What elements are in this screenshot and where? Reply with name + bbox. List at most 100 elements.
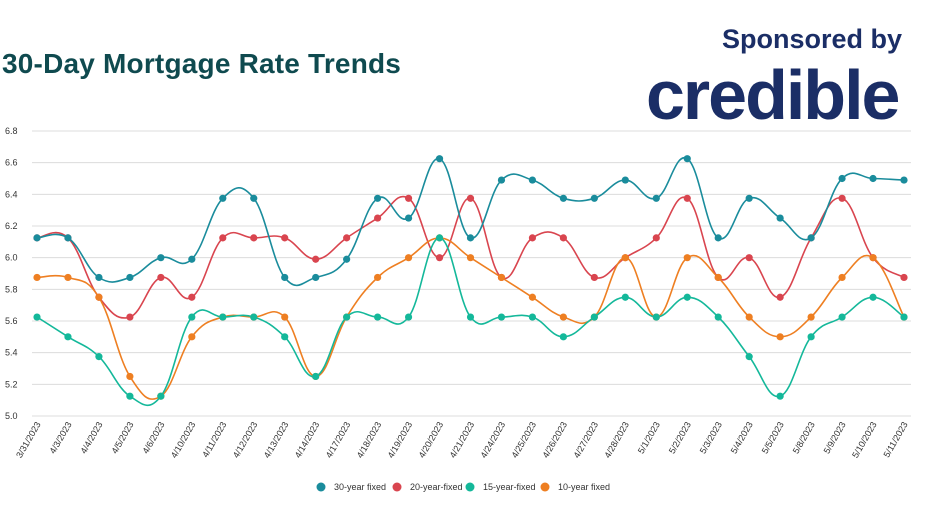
data-point[interactable]	[126, 313, 134, 321]
credible-logo[interactable]: credible	[646, 56, 900, 134]
data-point[interactable]	[281, 333, 289, 341]
data-point[interactable]	[157, 254, 165, 262]
data-point[interactable]	[621, 293, 629, 301]
data-point[interactable]	[312, 273, 320, 282]
data-point[interactable]	[219, 194, 227, 202]
data-point[interactable]	[838, 194, 846, 202]
data-point[interactable]	[559, 333, 567, 341]
data-point[interactable]	[64, 273, 72, 282]
data-point[interactable]	[343, 313, 351, 321]
data-point[interactable]	[559, 313, 567, 321]
data-point[interactable]	[126, 392, 134, 400]
data-point[interactable]	[714, 273, 722, 282]
data-point[interactable]	[621, 254, 629, 262]
data-point[interactable]	[838, 273, 846, 282]
data-point[interactable]	[652, 313, 660, 321]
data-point[interactable]	[188, 293, 196, 301]
data-point[interactable]	[33, 313, 41, 321]
data-point[interactable]	[33, 273, 41, 282]
data-point[interactable]	[528, 293, 537, 301]
data-point[interactable]	[590, 194, 598, 202]
data-point[interactable]	[838, 313, 846, 321]
data-point[interactable]	[404, 254, 413, 262]
data-point[interactable]	[652, 194, 660, 202]
data-point[interactable]	[807, 313, 815, 321]
data-point[interactable]	[219, 313, 227, 321]
data-point[interactable]	[219, 234, 227, 242]
data-point[interactable]	[343, 255, 351, 263]
data-point[interactable]	[466, 313, 475, 321]
data-point[interactable]	[807, 333, 815, 341]
data-point[interactable]	[312, 372, 320, 381]
data-point[interactable]	[900, 273, 908, 282]
data-point[interactable]	[683, 194, 691, 202]
data-point[interactable]	[497, 176, 506, 184]
data-point[interactable]	[374, 214, 382, 222]
data-point[interactable]	[745, 254, 753, 262]
data-point[interactable]	[838, 174, 846, 183]
data-point[interactable]	[559, 234, 567, 242]
data-point[interactable]	[126, 273, 134, 282]
data-point[interactable]	[281, 273, 289, 282]
data-point[interactable]	[683, 155, 691, 163]
data-point[interactable]	[776, 293, 784, 301]
data-point[interactable]	[528, 176, 537, 184]
data-point[interactable]	[250, 313, 258, 321]
data-point[interactable]	[188, 333, 196, 341]
data-point[interactable]	[745, 194, 753, 202]
data-point[interactable]	[343, 234, 351, 242]
data-point[interactable]	[374, 313, 382, 321]
data-point[interactable]	[64, 333, 72, 341]
data-point[interactable]	[374, 194, 382, 202]
data-point[interactable]	[435, 155, 444, 163]
data-point[interactable]	[528, 313, 537, 321]
data-point[interactable]	[869, 174, 877, 183]
data-point[interactable]	[64, 234, 72, 242]
data-point[interactable]	[281, 313, 289, 321]
data-point[interactable]	[466, 254, 475, 262]
data-point[interactable]	[714, 313, 722, 321]
data-point[interactable]	[776, 333, 784, 341]
data-point[interactable]	[95, 273, 103, 282]
data-point[interactable]	[404, 194, 413, 202]
data-point[interactable]	[404, 313, 413, 321]
data-point[interactable]	[281, 234, 289, 242]
data-point[interactable]	[497, 273, 506, 282]
data-point[interactable]	[528, 234, 537, 242]
data-point[interactable]	[745, 313, 753, 321]
data-point[interactable]	[869, 293, 877, 301]
data-point[interactable]	[404, 214, 413, 222]
data-point[interactable]	[95, 353, 103, 361]
data-point[interactable]	[374, 273, 382, 282]
data-point[interactable]	[652, 234, 660, 242]
data-point[interactable]	[776, 392, 784, 400]
data-point[interactable]	[590, 313, 598, 321]
data-point[interactable]	[776, 214, 784, 222]
data-point[interactable]	[188, 255, 196, 263]
data-point[interactable]	[900, 176, 908, 184]
data-point[interactable]	[466, 234, 475, 242]
data-point[interactable]	[900, 313, 908, 321]
data-point[interactable]	[807, 234, 815, 242]
data-point[interactable]	[745, 353, 753, 361]
data-point[interactable]	[157, 392, 165, 400]
data-point[interactable]	[559, 194, 567, 202]
data-point[interactable]	[33, 234, 41, 242]
data-point[interactable]	[869, 254, 877, 262]
data-point[interactable]	[250, 234, 258, 242]
data-point[interactable]	[683, 293, 691, 301]
data-point[interactable]	[435, 254, 444, 262]
data-point[interactable]	[621, 176, 629, 184]
data-point[interactable]	[497, 313, 506, 321]
data-point[interactable]	[95, 293, 103, 301]
data-point[interactable]	[250, 194, 258, 202]
data-point[interactable]	[188, 313, 196, 321]
data-point[interactable]	[683, 254, 691, 262]
data-point[interactable]	[312, 255, 320, 263]
data-point[interactable]	[157, 273, 165, 282]
data-point[interactable]	[126, 372, 134, 381]
data-point[interactable]	[435, 234, 444, 242]
data-point[interactable]	[466, 194, 475, 202]
data-point[interactable]	[714, 234, 722, 242]
data-point[interactable]	[590, 273, 598, 282]
